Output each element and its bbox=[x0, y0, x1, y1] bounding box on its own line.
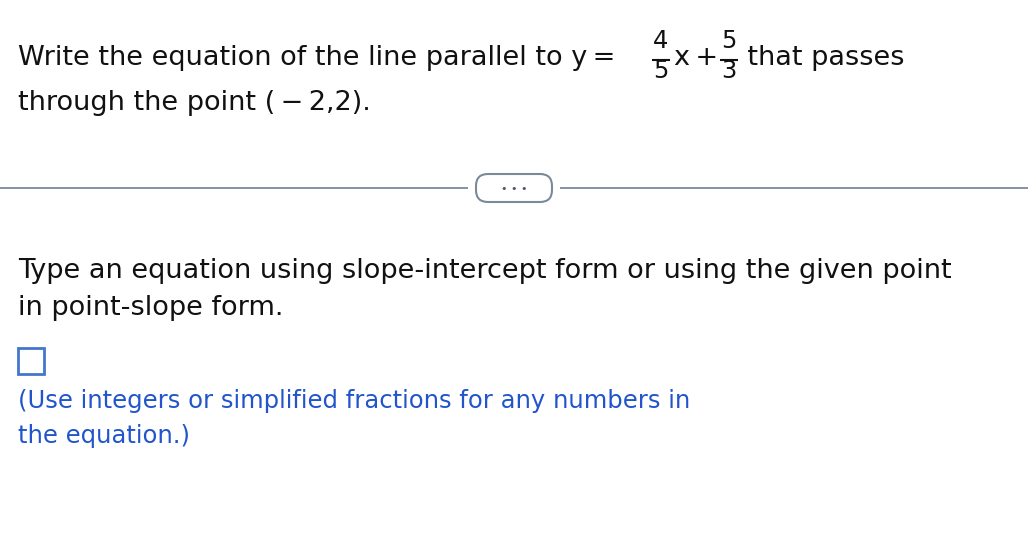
Text: through the point ( − 2,2).: through the point ( − 2,2). bbox=[19, 90, 371, 116]
Text: that passes: that passes bbox=[742, 45, 905, 71]
Text: Type an equation using slope-intercept form or using the given point: Type an equation using slope-intercept f… bbox=[19, 258, 952, 284]
Text: in point-slope form.: in point-slope form. bbox=[19, 295, 284, 321]
Text: 4: 4 bbox=[654, 29, 668, 53]
Text: 3: 3 bbox=[722, 59, 737, 83]
FancyBboxPatch shape bbox=[476, 174, 552, 202]
FancyBboxPatch shape bbox=[19, 348, 44, 374]
Text: • • •: • • • bbox=[501, 184, 527, 195]
Text: x +: x + bbox=[674, 45, 724, 71]
Text: (Use integers or simplified fractions for any numbers in: (Use integers or simplified fractions fo… bbox=[19, 389, 690, 413]
Text: 5: 5 bbox=[722, 29, 737, 53]
Text: 5: 5 bbox=[654, 59, 668, 83]
Text: the equation.): the equation.) bbox=[19, 424, 190, 448]
Text: Write the equation of the line parallel to y =: Write the equation of the line parallel … bbox=[19, 45, 621, 71]
